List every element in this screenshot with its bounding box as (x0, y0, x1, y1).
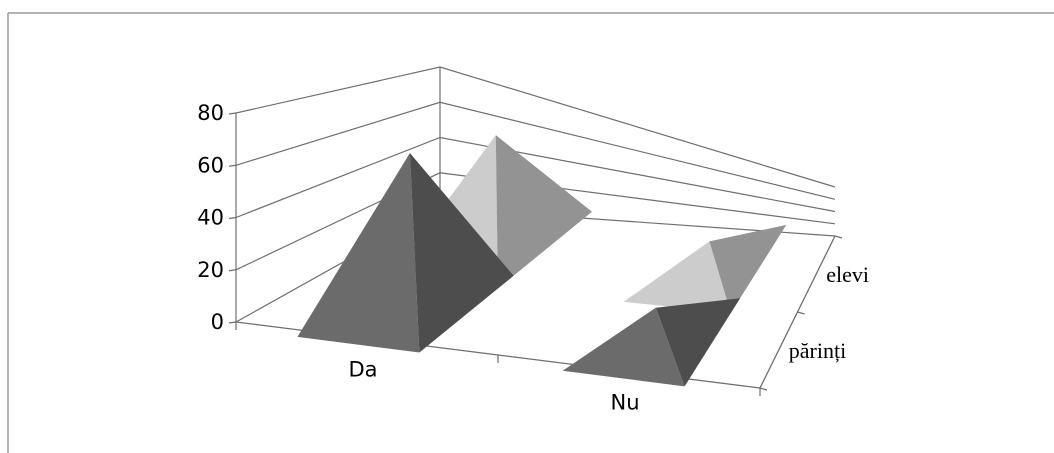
y-tick (228, 112, 237, 115)
y-tick-label: 80 (197, 101, 224, 125)
pyramid-Da-părinți (297, 153, 514, 353)
pyramid-front-face (297, 153, 420, 353)
series-label: elevi (826, 262, 869, 287)
pyramid-Nu-părinți (562, 298, 741, 387)
pyramid-front-face (562, 307, 685, 387)
pyramid-side-face (709, 224, 787, 313)
pyramid-side-face (495, 135, 592, 289)
pyramid-side-face (655, 298, 741, 387)
depth-tick (797, 311, 805, 315)
x-category-label: Nu (610, 391, 639, 415)
x-category-label: Da (348, 358, 377, 382)
y-tick-label: 40 (197, 206, 224, 230)
y-tick-label: 20 (197, 258, 224, 282)
chart-marks (297, 135, 787, 387)
depth-tick (759, 387, 768, 391)
y-tick (228, 321, 237, 324)
pyramid-Nu-elevi (623, 224, 787, 313)
y-tick (228, 269, 237, 272)
y-tick (228, 216, 237, 220)
series-label: părinți (789, 338, 846, 363)
pyramid-front-face (623, 241, 731, 313)
y-tick-label: 60 (197, 153, 224, 177)
pyramid-side-face (409, 153, 514, 353)
y-tick (228, 164, 237, 167)
y-tick-label: 0 (211, 310, 224, 334)
chart-labels: 0 20 40 60 80 Da Nu elevi părinți (197, 101, 869, 415)
depth-tick (834, 235, 843, 239)
